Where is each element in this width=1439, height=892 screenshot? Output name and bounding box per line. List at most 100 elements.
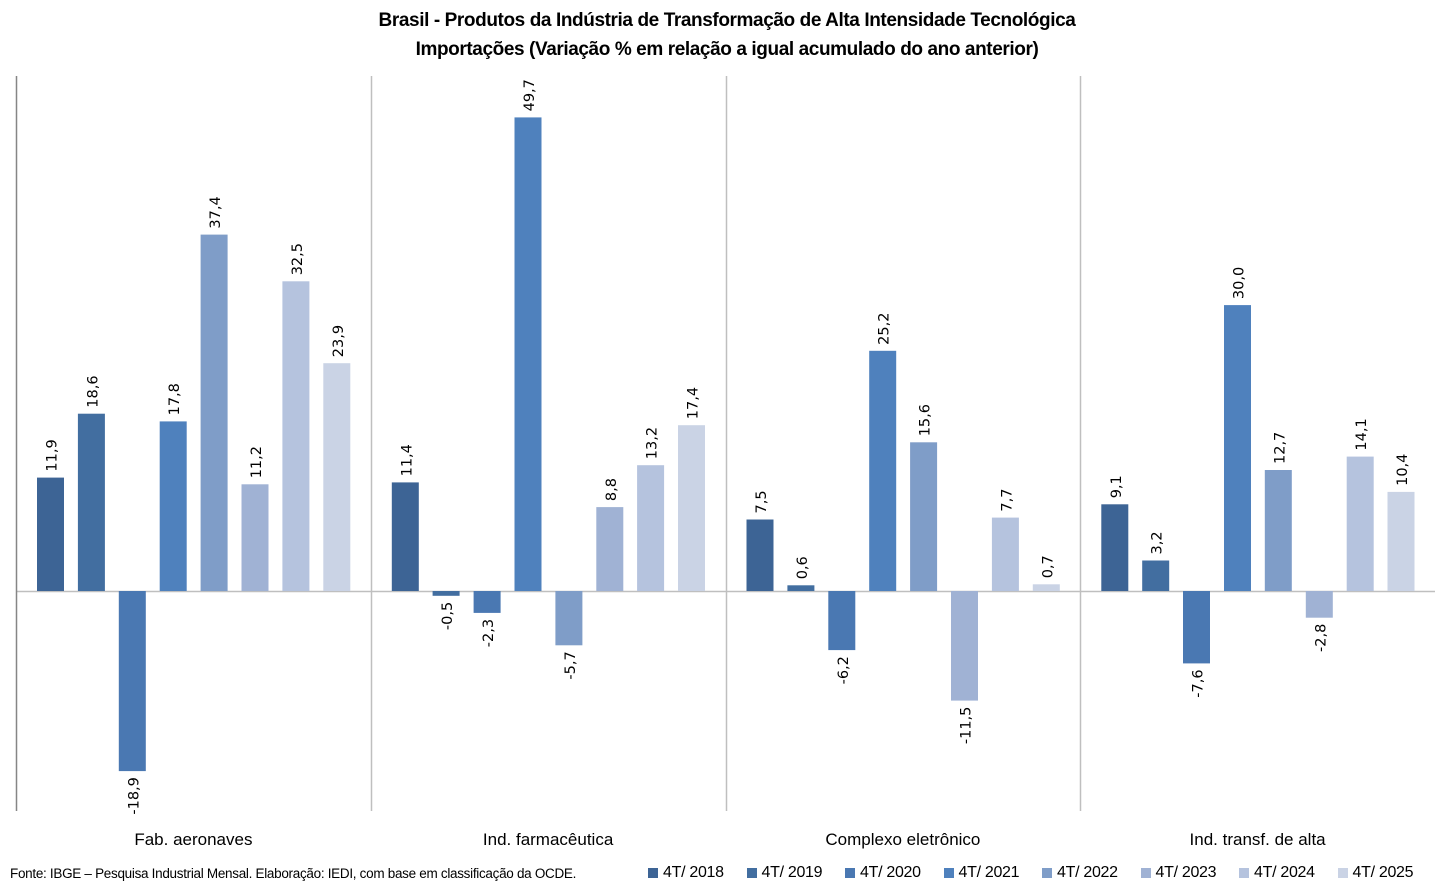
legend-item: 4T/ 2024: [1239, 864, 1338, 882]
legend-swatch-icon: [1337, 868, 1348, 878]
bar-5-2: [555, 591, 583, 646]
data-label: 0,6: [795, 556, 811, 579]
bar-2-2: [432, 591, 460, 596]
data-label: 8,8: [604, 478, 620, 501]
legend-swatch-icon: [648, 868, 658, 878]
data-label: -2,3: [481, 619, 497, 647]
legend-label: 4T/ 2023: [1155, 864, 1217, 881]
legend-swatch-icon: [943, 868, 954, 878]
data-label: -2,8: [1313, 624, 1329, 652]
data-label: 49,7: [522, 79, 538, 111]
bar-3-1: [118, 591, 146, 772]
bar-2-3: [787, 585, 815, 591]
bar-2-1: [77, 413, 105, 591]
bar-4-3: [869, 350, 897, 591]
bar-4-2: [514, 117, 542, 592]
legend-label: 4T/ 2020: [860, 864, 921, 881]
bar-1-4: [1101, 504, 1129, 591]
bar-6-2: [596, 507, 624, 591]
legend-swatch-icon: [1042, 868, 1052, 878]
data-label: -6,2: [836, 656, 852, 684]
bar-7-1: [282, 281, 310, 591]
data-label: -11,5: [959, 707, 975, 745]
legend-label: 4T/ 2024: [1254, 864, 1315, 881]
legend-swatch-icon: [1239, 868, 1249, 878]
legend-label: 4T/ 2025: [1352, 864, 1414, 881]
bar-1-1: [37, 477, 64, 591]
data-label: 17,4: [686, 387, 702, 419]
source-note: Fonte: IBGE – Pesquisa Industrial Mensal…: [10, 866, 577, 881]
legend: 4T/ 2018 4T/ 2019 4T/ 2020 4T/ 2021 4T/ 2022…: [648, 864, 1436, 882]
legend-item: 4T/ 2018: [648, 864, 747, 882]
bar-1-2: [391, 482, 419, 591]
data-label: 23,9: [331, 325, 347, 357]
category-labels-layer: Fab. aeronaves Ind. farmacêutica Complexo …: [134, 830, 1326, 849]
legend-item: 4T/ 2023: [1140, 864, 1240, 882]
data-label: -5,7: [563, 651, 579, 679]
legend-swatch-icon: [1140, 868, 1151, 878]
bar-5-3: [910, 442, 938, 591]
bar-6-4: [1305, 591, 1333, 618]
data-label: 30,0: [1232, 267, 1248, 299]
data-label: 32,5: [290, 243, 306, 275]
data-label: 7,5: [754, 490, 770, 513]
data-label: 11,4: [399, 444, 415, 476]
bar-5-1: [200, 234, 228, 591]
bar-8-1: [323, 363, 351, 591]
bar-8-2: [678, 425, 705, 591]
data-label: 0,7: [1040, 555, 1056, 578]
legend-label: 4T/ 2018: [663, 864, 724, 881]
legend-label: 4T/ 2019: [761, 864, 823, 881]
bars-layer: [37, 117, 1415, 772]
bar-5-4: [1264, 470, 1292, 591]
data-label: 13,2: [645, 427, 661, 459]
legend-item: 4T/ 2025: [1337, 864, 1437, 882]
legend-item: 4T/ 2019: [746, 864, 846, 882]
chart-subtitle: Importações (Variação % em relação a igu…: [415, 39, 1039, 60]
data-label: -0,5: [440, 602, 456, 630]
legend-label: 4T/ 2021: [958, 864, 1020, 881]
data-label: 7,7: [999, 489, 1015, 512]
legend-item: 4T/ 2020: [845, 864, 944, 882]
category-label: Ind. transf. de alta: [1190, 830, 1327, 849]
category-label: Fab. aeronaves: [134, 830, 252, 849]
bar-3-4: [1183, 591, 1210, 664]
data-label: 37,4: [208, 196, 224, 228]
data-labels-layer: 11,9 18,6 -18,9 17,8 37,4 11,2 32,5 23,9 11,4 -0,…: [45, 79, 1412, 815]
chart-title: Brasil - Produtos da Indústria de Transf…: [0, 6, 1439, 64]
category-label: Ind. farmacêutica: [483, 830, 614, 849]
data-label: 11,9: [45, 439, 61, 471]
bar-3-3: [828, 591, 856, 651]
legend-swatch-icon: [746, 868, 757, 878]
bar-8-4: [1387, 491, 1415, 591]
category-label: Complexo eletrônico: [825, 830, 980, 849]
legend-item: 4T/ 2022: [1042, 864, 1141, 882]
bar-6-1: [241, 484, 269, 591]
bar-1-3: [746, 519, 774, 591]
data-label: 10,4: [1395, 454, 1411, 486]
data-label: -18,9: [126, 777, 142, 815]
legend-item: 4T/ 2021: [943, 864, 1043, 882]
data-label: 18,6: [85, 375, 101, 407]
chart-title-line-1: Brasil - Produtos da Indústria de Transf…: [378, 10, 1076, 31]
bar-3-2: [473, 591, 501, 613]
bar-2-4: [1142, 560, 1170, 591]
bar-7-4: [1346, 456, 1374, 591]
legend-swatch-icon: [845, 868, 855, 878]
bar-4-4: [1224, 305, 1251, 591]
data-label: 9,1: [1109, 475, 1125, 498]
legend-label: 4T/ 2022: [1057, 864, 1118, 881]
axes-layer: [15, 76, 1435, 811]
data-label: 17,8: [167, 383, 183, 415]
data-label: 3,2: [1150, 531, 1166, 554]
bar-8-3: [1032, 584, 1060, 591]
data-label: 15,6: [918, 404, 934, 436]
bar-4-1: [159, 421, 187, 591]
bar-7-3: [991, 517, 1019, 591]
data-label: 12,7: [1272, 432, 1288, 464]
data-label: 14,1: [1354, 418, 1370, 450]
data-label: -7,6: [1191, 669, 1207, 697]
data-label: 11,2: [249, 446, 265, 478]
bar-7-2: [637, 465, 665, 591]
